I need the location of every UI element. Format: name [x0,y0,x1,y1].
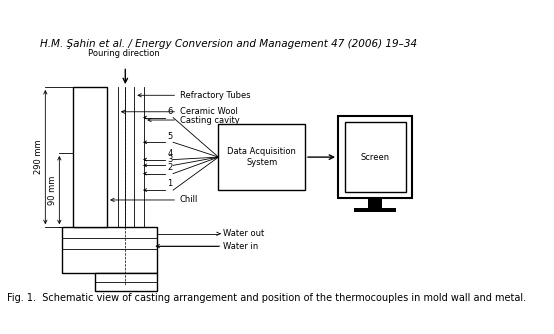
Text: 3: 3 [167,155,173,164]
Text: Casting cavity: Casting cavity [179,116,239,125]
Text: Data Acquisition
System: Data Acquisition System [227,147,296,167]
Bar [62,227,157,273]
Bar [338,116,412,198]
Text: Water out: Water out [223,229,264,238]
Text: 4: 4 [167,149,173,158]
Text: 5: 5 [167,132,173,141]
Bar [355,208,396,212]
Text: Water in: Water in [223,241,258,250]
Text: Refractory Tubes: Refractory Tubes [179,91,250,100]
Bar [218,124,305,190]
Bar [345,123,406,192]
Text: Screen: Screen [361,153,389,162]
Text: Fig. 1.  Schematic view of casting arrangement and position of the thermocouples: Fig. 1. Schematic view of casting arrang… [7,293,526,303]
Text: Chill: Chill [179,195,198,204]
Text: Ceramic Wool: Ceramic Wool [179,107,238,116]
Text: 290 mm: 290 mm [34,140,43,174]
Text: 6: 6 [167,107,173,116]
Bar [73,87,107,227]
Text: Pouring direction: Pouring direction [88,49,160,58]
Text: 1: 1 [167,179,173,188]
Text: 2: 2 [167,163,173,172]
Text: H.M. Şahin et al. / Energy Conversion and Management 47 (2006) 19–34: H.M. Şahin et al. / Energy Conversion an… [40,39,417,49]
Bar [95,273,157,292]
Bar [368,198,382,208]
Text: 90 mm: 90 mm [48,175,57,205]
